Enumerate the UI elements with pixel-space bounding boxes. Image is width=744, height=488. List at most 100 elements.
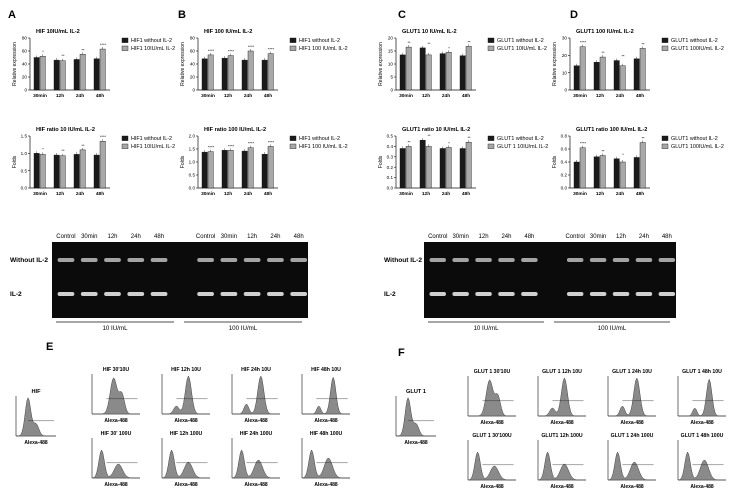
- significance-mark: *: [448, 140, 450, 145]
- bar: [261, 153, 268, 189]
- gel-lane-label: 30min: [452, 234, 468, 240]
- legend-entry: GLUT1 100IU/mL IL-2: [671, 46, 724, 52]
- bar: [59, 60, 66, 91]
- legend-entry: HIF1 100 IU/mL IL-2: [299, 46, 348, 52]
- histogram-axis-label: Alexa-488: [104, 482, 128, 488]
- chart-8: GLUT1 ratio 100 IU/mL IL-2 Folds 0.0 0.2 0.4…: [552, 127, 724, 197]
- histogram-title: HIF: [31, 389, 41, 395]
- histogram-axis-label: Alexa-488: [244, 482, 268, 488]
- bar: [579, 147, 586, 189]
- histogram-title: GLUT 1 30'100U: [472, 433, 512, 439]
- histogram-axis-label: Alexa-488: [314, 418, 338, 424]
- x-tick-label: 24h: [442, 93, 450, 99]
- gel-band: [612, 292, 630, 296]
- gel-band: [104, 292, 121, 296]
- gel-band: [220, 258, 238, 262]
- gel-lane-label: 48h: [294, 234, 304, 240]
- bar: [59, 155, 66, 189]
- x-tick-label: 30min: [33, 191, 47, 197]
- histogram-title: HIF 48h 10U: [311, 367, 341, 373]
- significance-mark: ****: [208, 48, 215, 53]
- group-label: 100 IU/mL: [598, 325, 627, 332]
- histogram-curve: [678, 378, 726, 417]
- legend-swatch: [121, 37, 129, 43]
- x-tick-label: 12h: [224, 191, 232, 197]
- panel-letter-a: A: [8, 9, 16, 21]
- legend-entry: GLUT 1 10IU/mL IL-2: [497, 144, 548, 150]
- histogram-title: HIF 48h 100U: [310, 431, 343, 437]
- y-tick-label: 0: [564, 88, 567, 93]
- gel-band: [566, 258, 584, 262]
- chart-title: GLUT1 10 IU/mL IL-2: [402, 29, 457, 35]
- y-axis-label: Relative expression: [180, 42, 186, 86]
- histogram-axis-label: Alexa-488: [404, 440, 428, 446]
- bar: [633, 157, 640, 189]
- gel-row-label: IL-2: [384, 291, 396, 298]
- y-tick-label: 0.0: [387, 186, 394, 191]
- significance-mark: ****: [580, 141, 587, 146]
- bar: [399, 148, 406, 189]
- chart-title: GLUT1 ratio 100 IU/mL IL-2: [576, 127, 647, 133]
- group-label: 10 IU/mL: [102, 325, 128, 332]
- gel-band: [475, 292, 492, 296]
- gel-lane-label: 48h: [662, 234, 672, 240]
- gel-lane-label: Control: [566, 234, 585, 240]
- flow-panel-2: GLUT 1 Alexa-488 GLUT 1 30'10U Alexa-488 GLU…: [395, 369, 726, 488]
- histogram-title: GLUT 1: [406, 389, 426, 395]
- significance-mark: **: [621, 54, 625, 59]
- legend-entry: GLUT1 without IL-2: [671, 136, 718, 142]
- y-tick-label: 0.0: [189, 186, 196, 191]
- y-axis-label: Folds: [378, 155, 384, 168]
- flow-cytometry-panels: HIF Alexa-488 HIF 30'10U Alexa-488 HIF 12h 1…: [15, 367, 726, 488]
- bar: [459, 55, 466, 91]
- histogram-axis-label: Alexa-488: [480, 420, 504, 426]
- gel-background: [52, 242, 308, 318]
- histogram-curve: [91, 449, 140, 479]
- bar: [73, 59, 80, 91]
- significance-mark: ****: [248, 141, 255, 146]
- histogram-curve: [232, 375, 280, 415]
- bar: [267, 146, 274, 189]
- histogram-curve: [162, 375, 210, 415]
- histogram-curve: [231, 449, 280, 479]
- x-tick-label: 48h: [462, 93, 470, 99]
- gel-band: [635, 292, 653, 296]
- histogram-title: GLUT 1 48h 100U: [681, 433, 724, 439]
- chart-title: GLUT1 ratio 10 IU/mL IL-2: [402, 127, 470, 133]
- histogram-curve: [538, 377, 586, 417]
- y-tick-label: 20: [388, 36, 394, 41]
- histogram-axis-label: Alexa-488: [690, 420, 714, 426]
- significance-mark: *: [42, 49, 44, 54]
- bar: [73, 154, 80, 189]
- gel-band: [127, 292, 145, 296]
- legend-swatch: [121, 45, 129, 51]
- panel-letter-d: D: [570, 9, 578, 21]
- y-tick-label: 10: [388, 62, 394, 67]
- gel-lane-label: 24h: [501, 234, 511, 240]
- bar: [593, 156, 600, 189]
- bar: [425, 54, 432, 91]
- gel-lane-label: Control: [428, 234, 447, 240]
- y-tick-label: 0.5: [189, 173, 196, 178]
- x-tick-label: 48h: [462, 191, 470, 197]
- bar: [221, 57, 228, 91]
- gel-band: [452, 292, 469, 296]
- histogram-title: HIF 24h 100U: [240, 431, 273, 437]
- gel-band: [80, 292, 98, 296]
- histogram-axis-label: Alexa-488: [620, 420, 644, 426]
- y-tick-label: 0.4: [561, 160, 568, 165]
- gel-band: [429, 258, 446, 262]
- histogram-title: GLUT 1 12h 10U: [542, 369, 582, 375]
- histogram-axis-label: Alexa-488: [480, 484, 504, 488]
- gel-band: [612, 258, 630, 262]
- bar: [599, 155, 606, 189]
- legend-swatch: [121, 143, 129, 149]
- x-tick-label: 48h: [264, 93, 272, 99]
- legend-entry: GLUT1 without IL-2: [497, 136, 544, 142]
- histogram-title: HIF 12h 10U: [171, 367, 201, 373]
- bar: [53, 59, 60, 91]
- bar-charts: HIF 10IU/mL IL-2 Relative expression 0 20 40…: [12, 29, 724, 197]
- bar: [619, 65, 626, 91]
- x-tick-label: 30min: [573, 191, 587, 197]
- bar: [207, 151, 214, 189]
